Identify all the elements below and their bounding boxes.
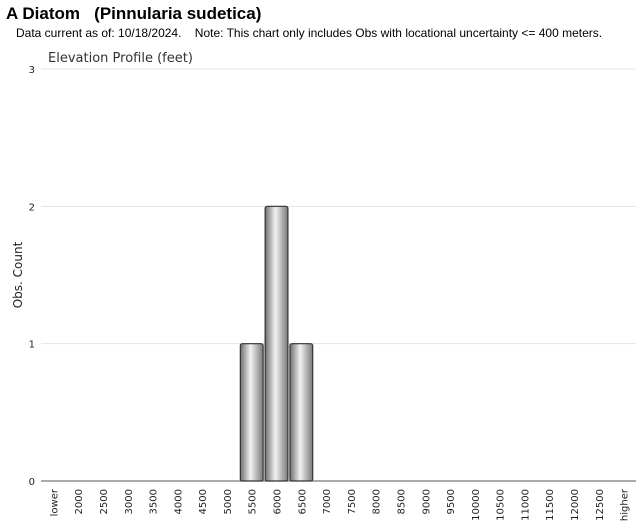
chart-title: Elevation Profile (feet) <box>48 51 193 66</box>
x-tick-label: 11500 <box>545 489 556 521</box>
gridlines <box>41 68 636 482</box>
x-tick-label: 8500 <box>396 489 407 514</box>
x-tick-label: 3500 <box>149 489 160 514</box>
y-tick-label: 1 <box>29 340 35 351</box>
x-tick-label: higher <box>620 488 631 521</box>
bar-5500 <box>239 343 264 482</box>
y-tick-label: 3 <box>29 65 35 76</box>
x-tick-label: 5000 <box>223 489 234 514</box>
x-tick-label: 4000 <box>173 489 184 514</box>
x-tick-label: 5500 <box>248 489 259 514</box>
x-tick-label: 9000 <box>421 489 432 514</box>
bars <box>239 205 314 482</box>
x-tick-label: 12000 <box>570 489 581 521</box>
x-tick-label: 6500 <box>297 489 308 514</box>
x-tick-label: lower <box>49 488 60 516</box>
y-axis-label: Obs. Count <box>11 241 25 308</box>
x-tick-label: 10000 <box>471 489 482 521</box>
x-tick-label: 4500 <box>198 489 209 514</box>
x-tick-label: 11000 <box>520 489 531 521</box>
y-tick-label: 0 <box>29 477 35 488</box>
bar-6500 <box>289 343 314 482</box>
x-tick-label: 8000 <box>372 489 383 514</box>
page-title: A Diatom (Pinnularia sudetica) <box>6 4 262 23</box>
x-tick-label: 2500 <box>99 489 110 514</box>
x-tick-label: 2000 <box>74 489 85 514</box>
x-tick-label: 7000 <box>322 489 333 514</box>
y-tick-labels: 0 1 2 3 <box>29 65 35 488</box>
x-tick-label: 7500 <box>347 489 358 514</box>
x-tick-label: 12500 <box>595 489 606 521</box>
x-tick-label: 3000 <box>124 489 135 514</box>
x-tick-label: 6000 <box>273 489 284 514</box>
x-tick-label: 9500 <box>446 489 457 514</box>
bar-6000 <box>264 205 289 482</box>
x-tick-labels: lower 2000 2500 3000 3500 4000 4500 5000 5500 600… <box>49 488 630 521</box>
x-tick-label: 10500 <box>496 489 507 521</box>
data-note: Data current as of: 10/18/2024. Note: Th… <box>16 26 603 40</box>
y-tick-label: 2 <box>29 202 35 213</box>
